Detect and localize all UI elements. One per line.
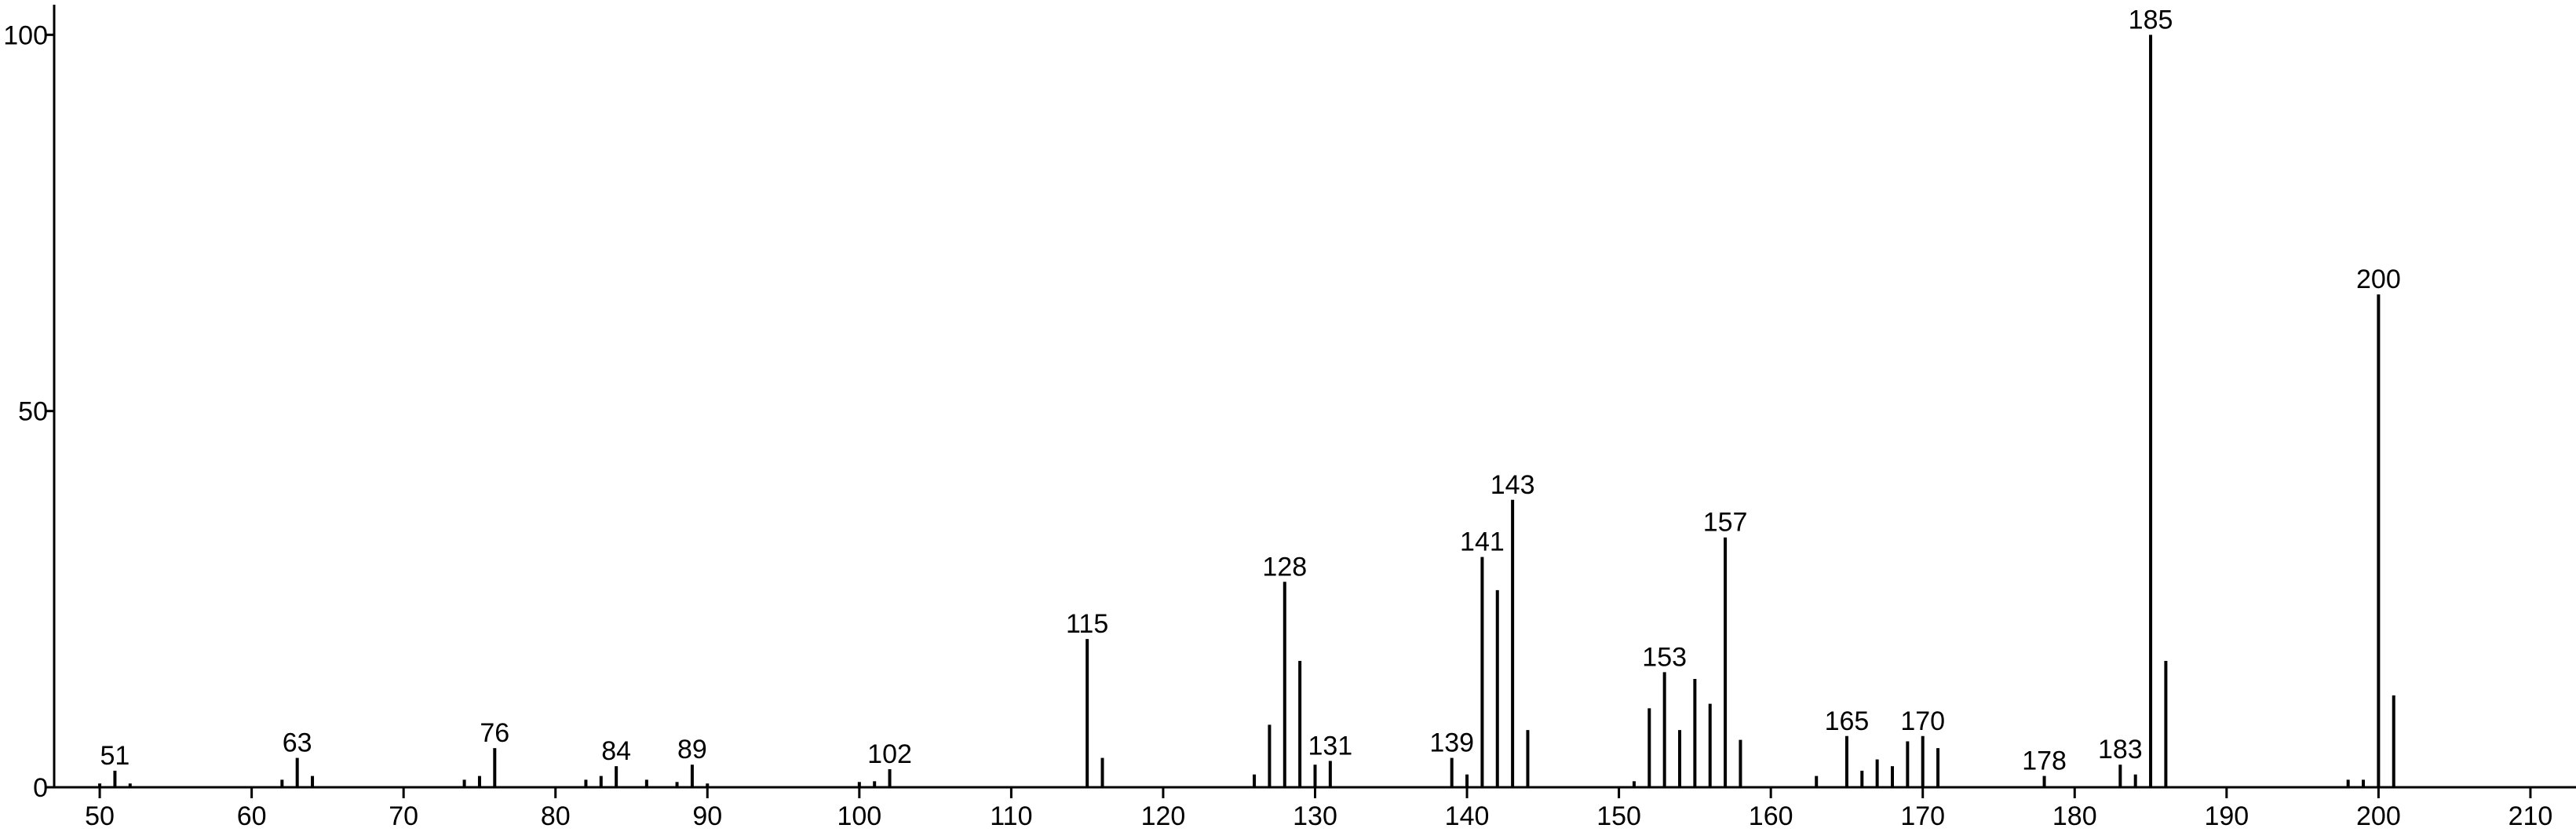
- x-tick-label: 160: [1749, 801, 1793, 831]
- x-tick-label: 140: [1445, 801, 1490, 831]
- peak-label: 51: [100, 741, 130, 771]
- x-tick-label: 150: [1596, 801, 1641, 831]
- y-tick-label: 0: [33, 773, 48, 803]
- peak-label: 89: [677, 735, 707, 764]
- x-tick-label: 170: [1900, 801, 1945, 831]
- peak-label: 115: [1066, 609, 1108, 639]
- x-tick-label: 90: [692, 801, 722, 831]
- peak-label: 141: [1460, 527, 1505, 557]
- peak-label: 157: [1703, 508, 1748, 538]
- x-tick-label: 60: [237, 801, 267, 831]
- peak-label: 165: [1825, 706, 1870, 736]
- peak-label: 200: [2356, 265, 2401, 294]
- peak-label: 139: [1429, 728, 1474, 758]
- peak-label: 143: [1491, 470, 1535, 500]
- peak-label: 185: [2129, 5, 2173, 35]
- peak-label: 102: [867, 739, 912, 769]
- peak-label: 178: [2022, 746, 2067, 776]
- x-tick-label: 210: [2508, 801, 2553, 831]
- y-tick-label: 50: [18, 397, 48, 427]
- peak-label: 170: [1900, 706, 1945, 736]
- x-tick-label: 130: [1293, 801, 1337, 831]
- peak-label: 153: [1642, 642, 1687, 672]
- x-tick-label: 120: [1141, 801, 1186, 831]
- x-tick-label: 50: [85, 801, 115, 831]
- peak-label: 131: [1308, 731, 1352, 761]
- peak-label: 84: [601, 736, 631, 766]
- peak-label: 76: [480, 718, 509, 748]
- x-tick-label: 190: [2204, 801, 2249, 831]
- peak-label: 183: [2098, 735, 2143, 764]
- x-tick-label: 180: [2052, 801, 2097, 831]
- y-tick-label: 100: [3, 20, 48, 50]
- x-tick-label: 70: [389, 801, 418, 831]
- peak-label: 128: [1262, 552, 1307, 582]
- x-tick-label: 110: [990, 801, 1032, 831]
- x-tick-label: 200: [2356, 801, 2401, 831]
- peak-label: 63: [283, 728, 312, 758]
- x-tick-label: 80: [541, 801, 571, 831]
- x-tick-label: 100: [837, 801, 881, 831]
